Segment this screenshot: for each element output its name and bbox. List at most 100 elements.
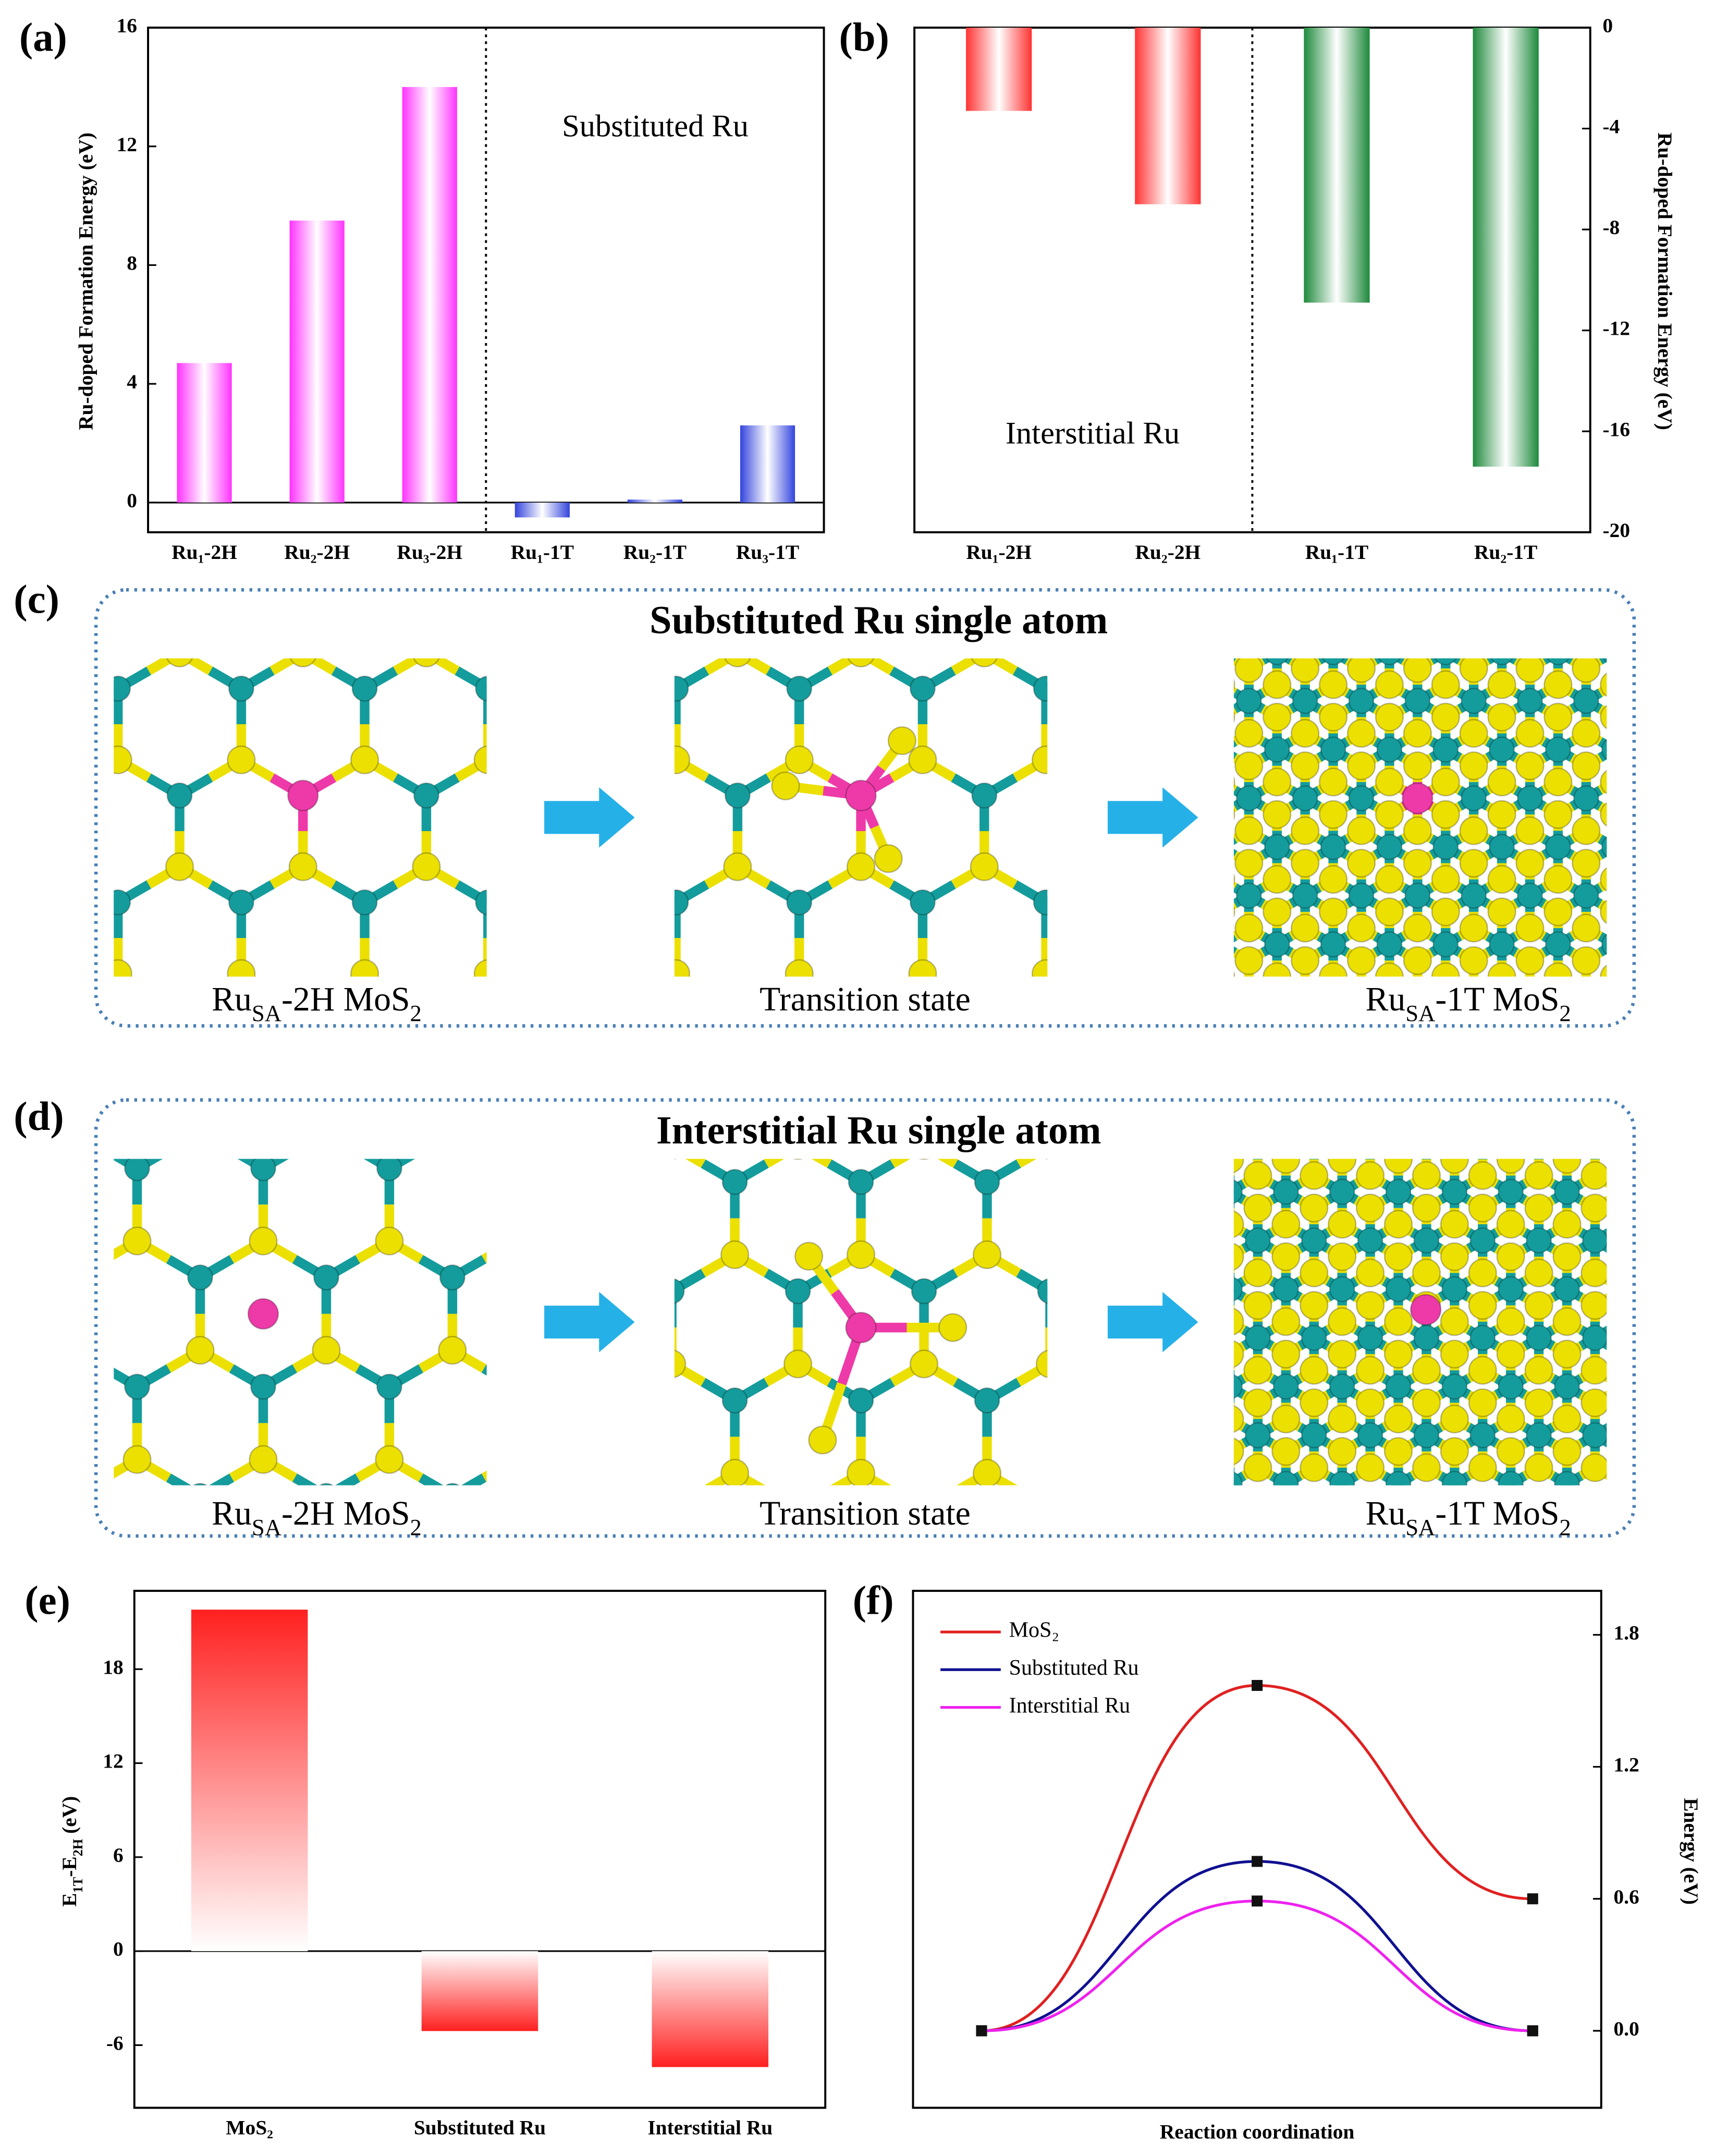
bond (1637, 1176, 1651, 1184)
bond (1291, 985, 1305, 993)
atom (1101, 1170, 1125, 1194)
bond (1207, 1001, 1221, 1009)
atom (187, 1264, 213, 1290)
bond (1165, 741, 1179, 750)
bond (1671, 750, 1685, 758)
atom (1667, 1471, 1692, 1496)
atom (1328, 1159, 1357, 1174)
bond (1179, 1050, 1193, 1058)
bond (1614, 1001, 1628, 1009)
atom (1328, 1210, 1357, 1239)
x-tick-label: MoS₂ (226, 2116, 273, 2139)
atom (1413, 1551, 1440, 1579)
bond (1216, 1516, 1230, 1525)
atom (1431, 800, 1460, 829)
atom (540, 1104, 565, 1128)
atom (43, 639, 70, 667)
bond (1187, 1468, 1202, 1476)
bond (1657, 782, 1671, 790)
atom (1264, 736, 1290, 763)
bond (1077, 653, 1108, 671)
atom (786, 889, 813, 916)
y-tick-label: 12 (117, 133, 137, 156)
caption: Transition state (760, 980, 971, 1018)
bond (1665, 1322, 1680, 1330)
atom (1657, 995, 1684, 1023)
atom (1526, 1227, 1552, 1254)
atom (1637, 1162, 1665, 1189)
atom (1244, 1487, 1272, 1514)
bond (0, 1459, 11, 1478)
atom (1263, 768, 1292, 797)
bond (1657, 652, 1671, 661)
atom (1300, 1453, 1329, 1482)
atom (1468, 1291, 1497, 1320)
atom (1667, 1179, 1692, 1204)
bond (1665, 1249, 1680, 1257)
atom (1404, 1044, 1431, 1072)
bond (1657, 741, 1671, 750)
bond (1202, 1468, 1216, 1476)
bond (1671, 1042, 1685, 1050)
atom (1552, 1307, 1582, 1336)
atom (1403, 816, 1432, 845)
bond (1221, 1042, 1235, 1050)
y-axis-label: Ru-doped Formation Energy (eV) (1653, 132, 1676, 430)
bond (1300, 1103, 1314, 1111)
atom (1412, 1258, 1441, 1287)
y-axis-label: Ru-doped Formation Energy (eV) (74, 132, 97, 430)
atom (887, 726, 917, 756)
bond (827, 658, 861, 675)
atom (1273, 1082, 1298, 1106)
bar (289, 221, 345, 503)
bar (514, 502, 570, 518)
bond (581, 760, 611, 777)
y-tick-label: -16 (1602, 418, 1630, 441)
atom (502, 1009, 530, 1037)
bond (485, 762, 487, 765)
atom (1572, 751, 1601, 781)
atom (1263, 606, 1291, 634)
atom (1665, 1535, 1693, 1563)
bond (0, 1369, 11, 1387)
atom (674, 675, 689, 702)
bond (452, 1569, 484, 1587)
bond (1249, 1050, 1263, 1058)
bond (674, 896, 679, 905)
bond (1113, 1164, 1144, 1182)
atom (1385, 1178, 1412, 1205)
bond (1614, 807, 1628, 815)
bond (1202, 1525, 1216, 1533)
atom (1525, 1097, 1553, 1125)
atom (475, 889, 487, 916)
bond (1108, 991, 1138, 1009)
bond (1216, 1443, 1230, 1452)
atom (351, 532, 378, 560)
bond (1412, 1135, 1426, 1143)
atom (124, 1159, 150, 1181)
atom (532, 1350, 559, 1378)
bond (1544, 644, 1558, 652)
bond (1530, 1026, 1544, 1034)
bond (583, 867, 614, 884)
bond (1233, 707, 1238, 715)
x-tick-label: Ru₂-1T (623, 541, 687, 564)
bond (393, 658, 427, 675)
bond (1586, 993, 1600, 1002)
atom (1609, 1535, 1637, 1563)
bond (1187, 1370, 1202, 1379)
atom (1264, 931, 1290, 958)
bond (1207, 847, 1221, 855)
atom (1487, 897, 1516, 927)
atom (1657, 866, 1684, 893)
atom (628, 1227, 655, 1255)
atom (596, 1606, 621, 1631)
atom (1460, 1044, 1488, 1072)
bond (1553, 1541, 1567, 1549)
bond (1446, 1042, 1460, 1050)
atom (0, 1227, 24, 1255)
bond (609, 1473, 640, 1492)
bond (984, 564, 1015, 582)
atom (601, 853, 628, 881)
atom (289, 658, 316, 667)
